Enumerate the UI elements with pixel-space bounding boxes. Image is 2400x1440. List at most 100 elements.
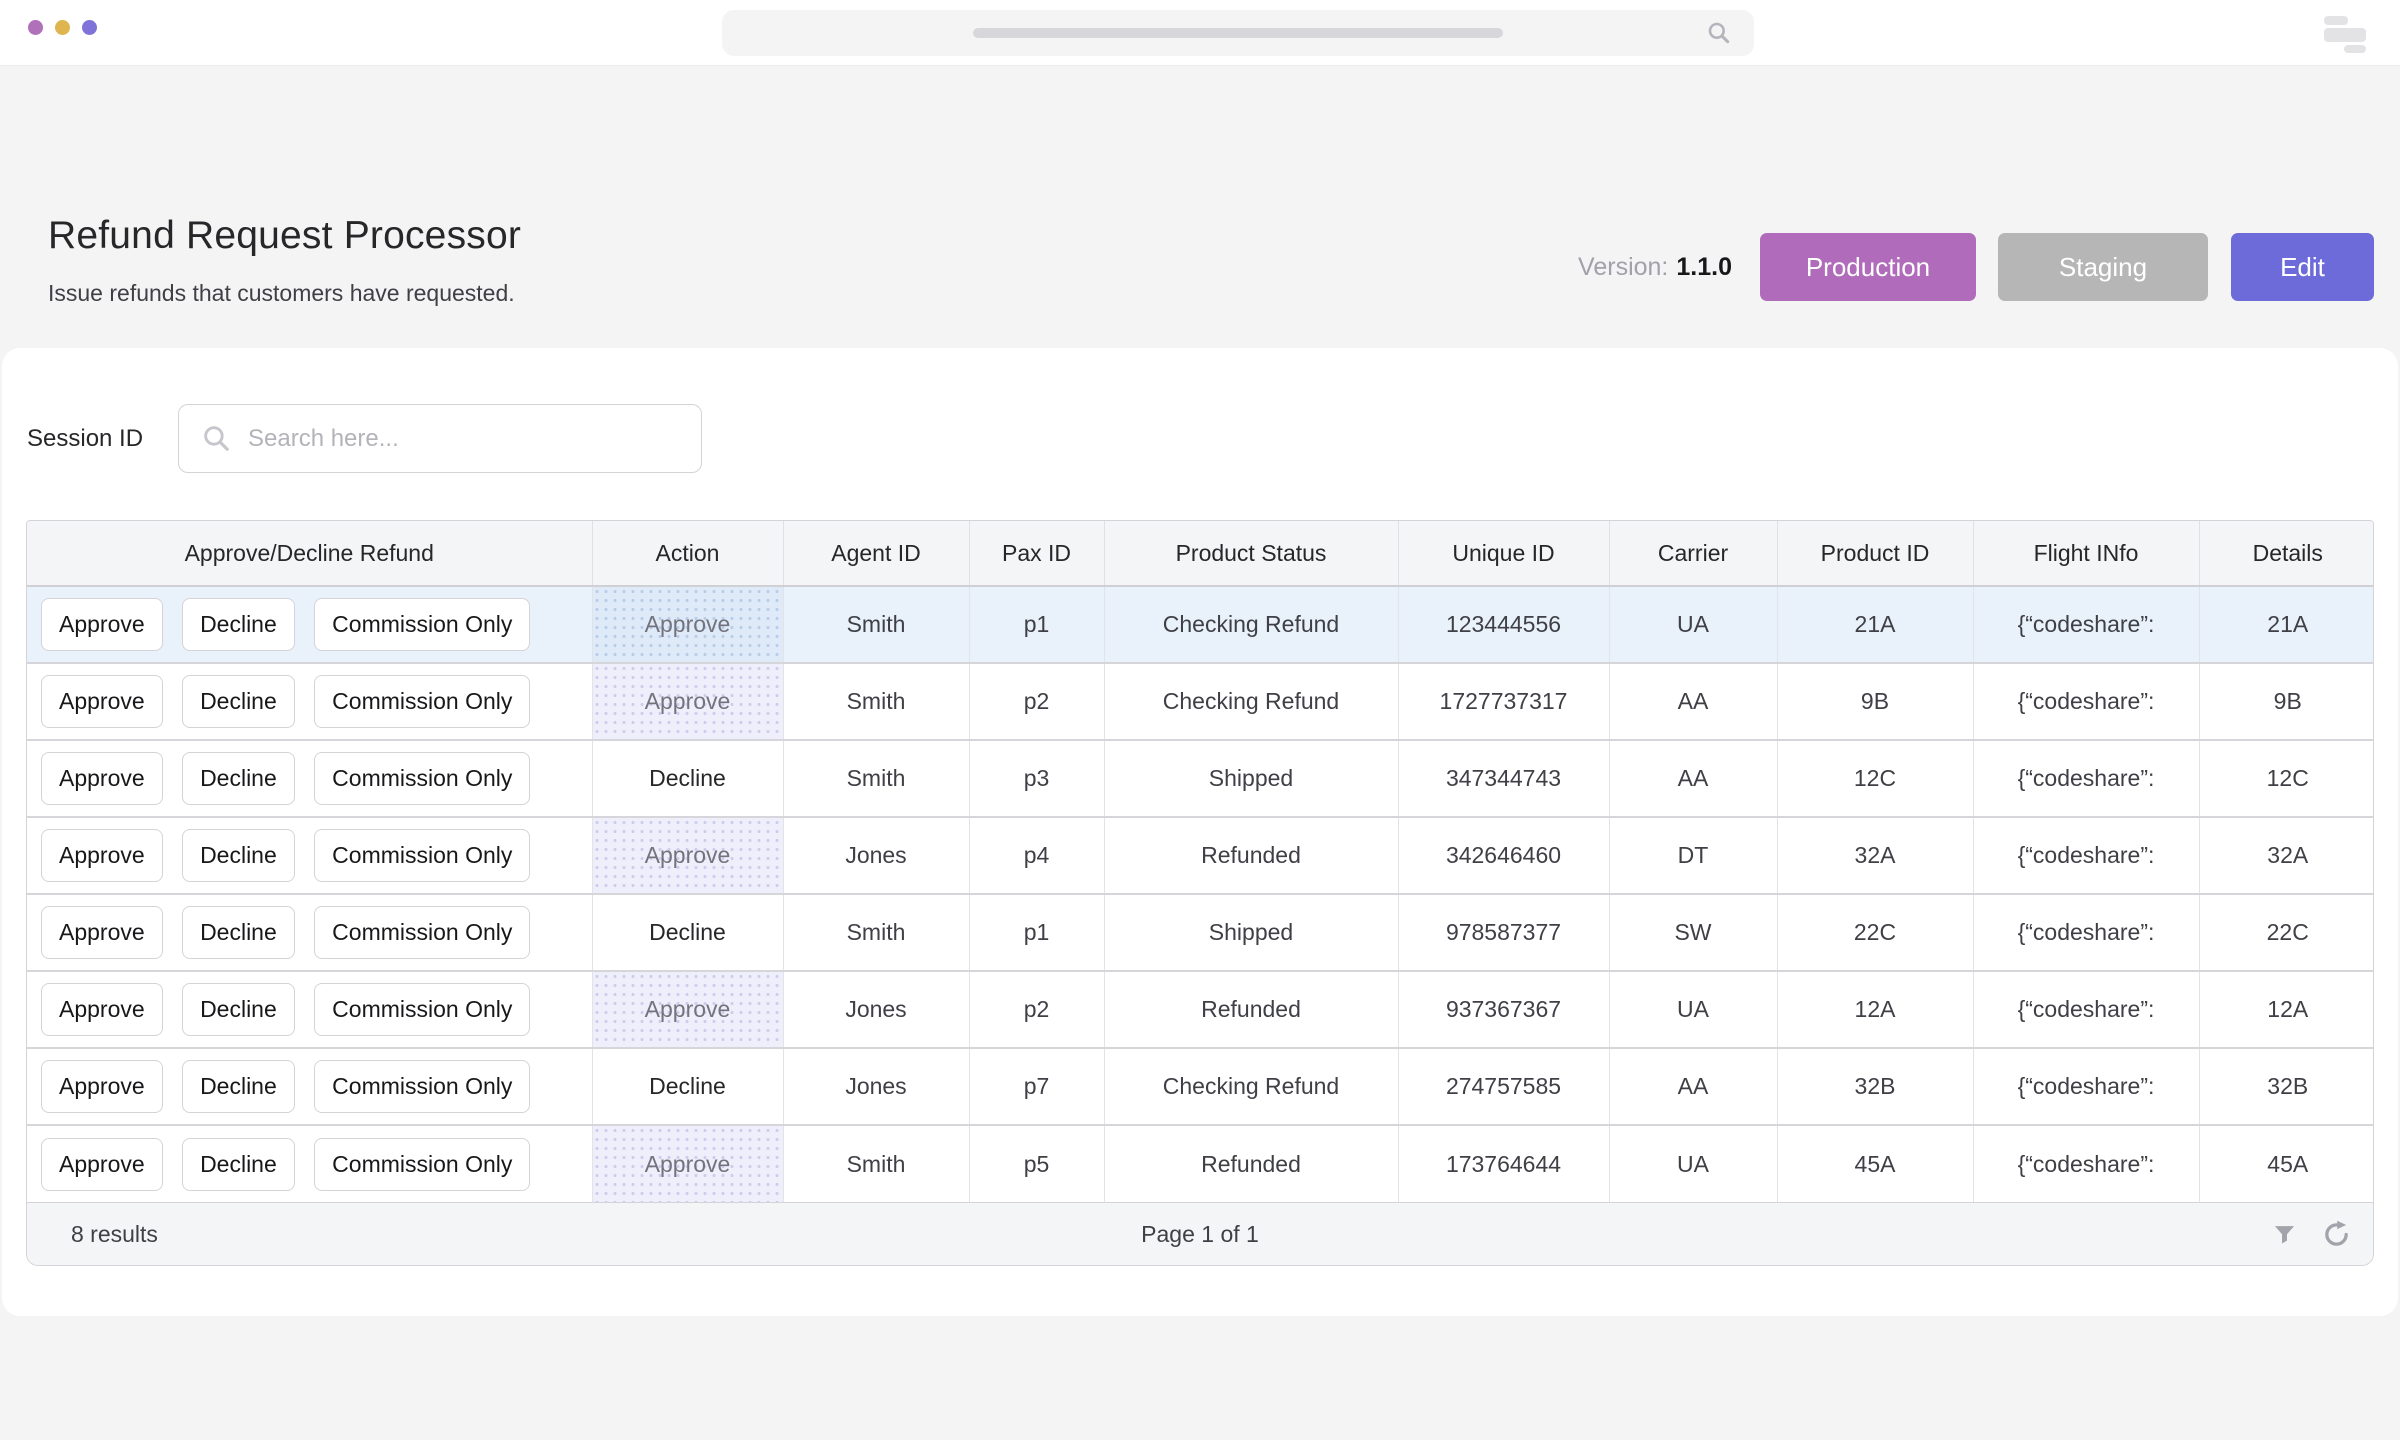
decline-button[interactable]: Decline: [182, 752, 295, 805]
table-header-row: Approve/Decline Refund Action Agent ID P…: [27, 521, 2373, 587]
window-dot-yellow[interactable]: [55, 20, 70, 35]
column-header-details: Details: [2199, 521, 2373, 587]
flight-info-cell: {“codeshare”:: [1973, 817, 2200, 895]
window-dot-indigo[interactable]: [82, 20, 97, 35]
pax-id-cell: p2: [969, 663, 1105, 741]
window-controls: [28, 20, 97, 35]
column-header-agent-id: Agent ID: [783, 521, 970, 587]
carrier-cell: DT: [1609, 817, 1778, 895]
refund-actions-cell: Approve Decline Commission Only: [27, 586, 593, 664]
table-row: Approve Decline Commission Only Approve …: [27, 971, 2373, 1049]
approve-button[interactable]: Approve: [41, 829, 163, 882]
decline-button[interactable]: Decline: [182, 675, 295, 728]
url-placeholder-line: [973, 28, 1503, 38]
product-status-cell: Checking Refund: [1104, 663, 1399, 741]
unique-id-cell: 978587377: [1398, 894, 1610, 972]
browser-url-bar[interactable]: [722, 10, 1754, 56]
commission-only-button[interactable]: Commission Only: [314, 829, 531, 882]
approve-button[interactable]: Approve: [41, 983, 163, 1036]
filter-funnel-icon[interactable]: [2271, 1221, 2298, 1248]
commission-only-button[interactable]: Commission Only: [314, 906, 531, 959]
agent-id-cell: Smith: [783, 740, 970, 818]
commission-only-button[interactable]: Commission Only: [314, 752, 531, 805]
decline-button[interactable]: Decline: [182, 983, 295, 1036]
commission-only-button[interactable]: Commission Only: [314, 1137, 531, 1191]
decline-button[interactable]: Decline: [182, 1137, 295, 1191]
results-count: 8 results: [71, 1220, 158, 1247]
pax-id-cell: p3: [969, 740, 1105, 818]
flight-info-cell: {“codeshare”:: [1973, 1048, 2200, 1126]
table-row: Approve Decline Commission Only Approve …: [27, 1125, 2373, 1202]
action-cell: Decline: [592, 740, 784, 818]
product-id-cell: 12A: [1777, 971, 1974, 1049]
commission-only-button[interactable]: Commission Only: [314, 1060, 531, 1113]
approve-button[interactable]: Approve: [41, 675, 163, 728]
window-dot-purple[interactable]: [28, 20, 43, 35]
staging-button[interactable]: Staging: [1998, 233, 2208, 301]
page-header: Refund Request Processor Issue refunds t…: [0, 66, 2400, 348]
product-status-cell: Shipped: [1104, 894, 1399, 972]
commission-only-button[interactable]: Commission Only: [314, 983, 531, 1036]
page-subtitle: Issue refunds that customers have reques…: [48, 280, 515, 306]
product-status-cell: Checking Refund: [1104, 1048, 1399, 1126]
refresh-icon[interactable]: [2322, 1220, 2351, 1249]
page-indicator: Page 1 of 1: [1141, 1220, 1259, 1247]
commission-only-button[interactable]: Commission Only: [314, 675, 531, 728]
decline-button[interactable]: Decline: [182, 906, 295, 959]
decline-button[interactable]: Decline: [182, 829, 295, 882]
action-cell: Decline: [592, 894, 784, 972]
refund-actions-cell: Approve Decline Commission Only: [27, 894, 593, 972]
menu-bar-line: [2344, 45, 2366, 53]
flight-info-cell: {“codeshare”:: [1973, 971, 2200, 1049]
product-status-cell: Refunded: [1104, 817, 1399, 895]
product-status-cell: Refunded: [1104, 1125, 1399, 1202]
approve-button[interactable]: Approve: [41, 1060, 163, 1113]
production-button[interactable]: Production: [1760, 233, 1976, 301]
carrier-cell: UA: [1609, 1125, 1778, 1202]
product-id-cell: 45A: [1777, 1125, 1974, 1202]
column-header-approve-decline: Approve/Decline Refund: [27, 521, 593, 587]
unique-id-cell: 342646460: [1398, 817, 1610, 895]
approve-button[interactable]: Approve: [41, 906, 163, 959]
action-cell: Approve: [592, 586, 784, 664]
product-id-cell: 9B: [1777, 663, 1974, 741]
flight-info-cell: {“codeshare”:: [1973, 740, 2200, 818]
column-header-unique-id: Unique ID: [1398, 521, 1610, 587]
session-search-input[interactable]: [248, 424, 668, 453]
details-cell: 21A: [2199, 586, 2373, 664]
pax-id-cell: p2: [969, 971, 1105, 1049]
carrier-cell: SW: [1609, 894, 1778, 972]
decline-button[interactable]: Decline: [182, 598, 295, 651]
session-id-label: Session ID: [27, 424, 144, 452]
action-cell: Approve: [592, 971, 784, 1049]
pax-id-cell: p5: [969, 1125, 1105, 1202]
product-id-cell: 32B: [1777, 1048, 1974, 1126]
product-status-cell: Checking Refund: [1104, 586, 1399, 664]
session-search-box: [178, 404, 702, 473]
decline-button[interactable]: Decline: [182, 1060, 295, 1113]
pax-id-cell: p1: [969, 894, 1105, 972]
refund-actions-cell: Approve Decline Commission Only: [27, 663, 593, 741]
product-id-cell: 22C: [1777, 894, 1974, 972]
table-row: Approve Decline Commission Only Approve …: [27, 663, 2373, 741]
refund-actions-cell: Approve Decline Commission Only: [27, 1048, 593, 1126]
carrier-cell: UA: [1609, 971, 1778, 1049]
pax-id-cell: p7: [969, 1048, 1105, 1126]
approve-button[interactable]: Approve: [41, 598, 163, 651]
search-icon: [1706, 20, 1732, 51]
edit-button[interactable]: Edit: [2231, 233, 2374, 301]
details-cell: 12A: [2199, 971, 2373, 1049]
column-header-flight-info: Flight INfo: [1973, 521, 2200, 587]
agent-id-cell: Jones: [783, 1048, 970, 1126]
agent-id-cell: Jones: [783, 971, 970, 1049]
commission-only-button[interactable]: Commission Only: [314, 598, 531, 651]
table-row: Approve Decline Commission Only Decline …: [27, 740, 2373, 818]
search-icon: [204, 426, 229, 451]
carrier-cell: AA: [1609, 740, 1778, 818]
session-filter-row: Session ID: [2, 404, 2398, 473]
approve-button[interactable]: Approve: [41, 752, 163, 805]
column-header-product-status: Product Status: [1104, 521, 1399, 587]
window-menu-icon[interactable]: [2324, 16, 2366, 53]
approve-button[interactable]: Approve: [41, 1137, 163, 1191]
action-cell: Approve: [592, 817, 784, 895]
